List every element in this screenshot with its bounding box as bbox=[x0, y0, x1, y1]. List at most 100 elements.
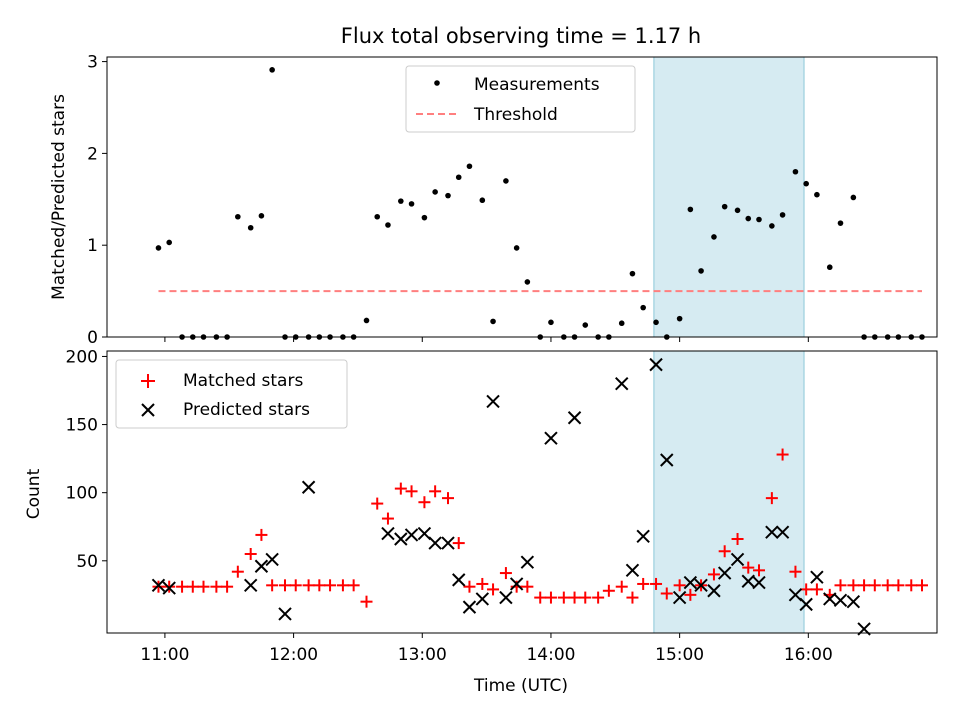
matched-point bbox=[650, 577, 663, 590]
measurement-point bbox=[745, 215, 752, 222]
measurement-point bbox=[756, 216, 762, 223]
measurement-point bbox=[408, 201, 415, 207]
measurement-point bbox=[503, 178, 509, 184]
measurement-point bbox=[653, 319, 659, 326]
measurement-point bbox=[734, 207, 741, 214]
predicted-point bbox=[462, 600, 477, 614]
measurement-point bbox=[269, 67, 275, 73]
measurement-point bbox=[385, 222, 391, 228]
predicted-point bbox=[833, 593, 848, 608]
predicted-point bbox=[509, 577, 524, 591]
predicted-point bbox=[417, 526, 432, 541]
matched-point bbox=[197, 580, 210, 593]
measurement-point bbox=[421, 214, 428, 221]
measurement-point bbox=[826, 264, 833, 271]
measurement-point bbox=[769, 223, 775, 229]
matched-point bbox=[289, 579, 302, 592]
bottom-y-tick-label: 200 bbox=[66, 347, 98, 367]
matched-point bbox=[892, 579, 905, 592]
x-tick-label: 15:00 bbox=[655, 645, 704, 665]
predicted-point bbox=[799, 597, 813, 612]
measurement-point bbox=[466, 163, 473, 170]
matched-point bbox=[752, 564, 765, 577]
measurement-point bbox=[698, 268, 704, 274]
top-y-axis-label: Matched/Predicted stars bbox=[49, 94, 69, 300]
matched-point bbox=[847, 579, 860, 592]
matched-point bbox=[765, 492, 778, 505]
x-tick-label: 13:00 bbox=[398, 645, 447, 665]
matched-point bbox=[684, 588, 697, 601]
predicted-point bbox=[151, 578, 166, 593]
count-panel: 11:00 12:00 13:00 14:00 15:00 16:00 50 100 150 2… bbox=[66, 347, 938, 665]
matched-point bbox=[381, 512, 394, 525]
matched-point bbox=[789, 565, 802, 578]
matched-point bbox=[660, 587, 673, 600]
matched-point bbox=[442, 492, 455, 505]
matched-point bbox=[592, 591, 605, 604]
predicted-point bbox=[243, 578, 258, 593]
measurement-point bbox=[687, 206, 694, 213]
matched-point bbox=[557, 591, 570, 604]
legend-marker-predicted bbox=[141, 403, 155, 417]
predicted-point bbox=[486, 394, 500, 409]
top-y-tick-label: 2 bbox=[87, 144, 98, 164]
matched-point bbox=[405, 485, 418, 498]
bottom-y-axis-label: Count bbox=[24, 468, 44, 519]
legend-label-predicted: Predicted stars bbox=[183, 400, 310, 420]
matched-point bbox=[313, 579, 326, 592]
top-y-tick-label: 0 bbox=[87, 328, 98, 348]
measurement-point bbox=[398, 198, 404, 204]
matched-point bbox=[615, 580, 628, 593]
predicted-point bbox=[823, 592, 837, 606]
matched-point bbox=[302, 579, 315, 592]
top-y-tick-label: 3 bbox=[87, 53, 98, 73]
predicted-point bbox=[520, 555, 535, 569]
predicted-point bbox=[428, 536, 442, 550]
matched-point bbox=[210, 580, 223, 593]
matched-point bbox=[336, 579, 349, 592]
matched-point bbox=[579, 591, 592, 604]
matched-point bbox=[231, 565, 244, 578]
matched-point bbox=[534, 591, 547, 604]
matched-point bbox=[718, 545, 731, 558]
measurement-point bbox=[548, 319, 554, 326]
predicted-point bbox=[788, 588, 803, 602]
bottom-y-tick-label: 100 bbox=[66, 484, 98, 504]
measurement-point bbox=[363, 317, 370, 324]
measurement-point bbox=[676, 315, 683, 322]
measurement-point bbox=[247, 224, 254, 231]
measurement-point bbox=[490, 318, 496, 325]
matched-point bbox=[858, 579, 871, 592]
measurement-point bbox=[445, 192, 451, 199]
measurement-point bbox=[814, 191, 820, 198]
x-axis-label: Time (UTC) bbox=[473, 676, 568, 696]
measurement-point bbox=[711, 234, 717, 240]
measurement-point bbox=[582, 322, 589, 328]
bottom-y-tick-label: 150 bbox=[66, 416, 98, 436]
observing-window-shade-top bbox=[653, 56, 805, 338]
measurement-point bbox=[235, 213, 241, 220]
measurement-point bbox=[640, 304, 646, 311]
measurement-point bbox=[513, 245, 520, 251]
matched-point bbox=[266, 579, 279, 592]
predicted-point bbox=[765, 525, 779, 539]
x-tick-label: 11:00 bbox=[140, 645, 189, 665]
predicted-point bbox=[278, 607, 292, 621]
predicted-point bbox=[649, 357, 663, 372]
matched-point bbox=[394, 482, 407, 495]
predicted-point bbox=[254, 559, 269, 573]
measurement-point bbox=[792, 168, 799, 175]
matched-point bbox=[476, 577, 489, 590]
predicted-point bbox=[301, 480, 316, 494]
matched-point bbox=[568, 591, 581, 604]
predicted-point bbox=[381, 526, 395, 541]
matched-point bbox=[521, 580, 534, 593]
predicted-point bbox=[741, 574, 755, 588]
predicted-point bbox=[730, 552, 745, 567]
matched-point bbox=[544, 591, 557, 604]
matched-point bbox=[905, 579, 918, 592]
matched-point bbox=[324, 579, 337, 592]
matched-point bbox=[510, 580, 523, 593]
bottom-legend: Matched stars Predicted stars bbox=[115, 359, 348, 429]
